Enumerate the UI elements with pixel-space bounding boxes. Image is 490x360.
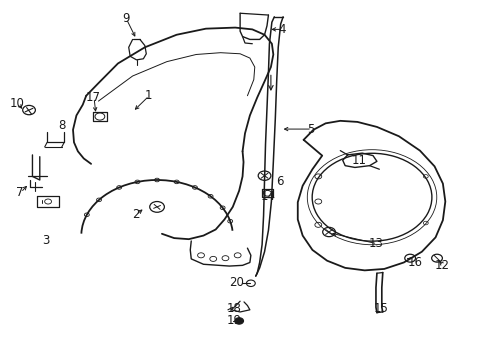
Text: 4: 4 bbox=[278, 23, 286, 36]
Text: 15: 15 bbox=[373, 302, 389, 315]
Text: 1: 1 bbox=[145, 89, 152, 102]
Text: 11: 11 bbox=[351, 154, 367, 167]
Text: 7: 7 bbox=[16, 186, 24, 199]
Text: 6: 6 bbox=[276, 175, 283, 188]
Text: 5: 5 bbox=[308, 122, 315, 136]
Text: 13: 13 bbox=[368, 237, 384, 250]
Text: 12: 12 bbox=[435, 259, 450, 272]
Text: 20: 20 bbox=[229, 276, 244, 289]
Text: 14: 14 bbox=[261, 190, 276, 203]
Text: 10: 10 bbox=[9, 98, 24, 111]
Text: 17: 17 bbox=[85, 91, 100, 104]
Text: 8: 8 bbox=[58, 119, 66, 132]
Circle shape bbox=[235, 318, 244, 324]
Text: 2: 2 bbox=[132, 208, 139, 221]
Text: 18: 18 bbox=[227, 302, 242, 315]
Text: 19: 19 bbox=[227, 314, 242, 328]
Text: 9: 9 bbox=[122, 12, 129, 25]
Text: 3: 3 bbox=[42, 234, 49, 247]
Text: 16: 16 bbox=[408, 256, 423, 269]
